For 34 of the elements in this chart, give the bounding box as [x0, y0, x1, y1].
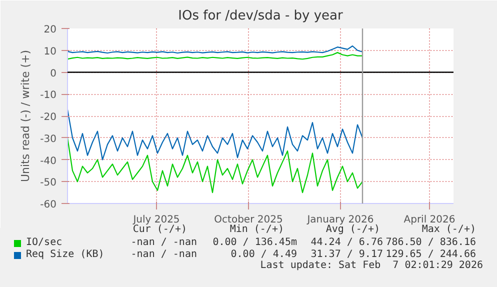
text: 0.00 / 4.49: [230, 249, 297, 260]
y-axis-title: Units read (-) / write (+): [19, 50, 32, 182]
text: -nan / -nan: [130, 249, 197, 261]
text: -nan / -nan: [130, 237, 197, 249]
y-tick-label: 0: [50, 68, 57, 80]
x-tick-label: January 2026: [306, 214, 374, 226]
text: 44.24 / 6.76: [310, 237, 383, 249]
y-tick-label: -50: [40, 178, 57, 189]
line-series: [68, 52, 364, 60]
line-series: [68, 45, 364, 54]
text: 31.37 / 9.17: [310, 249, 383, 260]
x-tick-label: April 2026: [404, 214, 456, 226]
text: Min (-/+): [230, 224, 284, 236]
x-tick-label: July 2025: [132, 214, 180, 226]
y-tick-label: -30: [40, 134, 57, 145]
text: 786.50 / 836.16: [386, 237, 476, 249]
text: 0.00 / 136.45m: [212, 237, 297, 249]
text: Req Size (KB): [26, 249, 104, 261]
y-tick-label: -10: [40, 90, 57, 102]
line-series: [68, 137, 364, 194]
text: Max (-/+): [422, 224, 476, 236]
text: Cur (-/+): [132, 224, 187, 236]
line-series: [68, 108, 364, 160]
x-tick-label: October 2025: [214, 214, 283, 226]
y-tick-label: 20: [44, 24, 57, 36]
chart-title: IOs for /dev/sda - by year: [178, 8, 344, 24]
y-tick-label: -40: [40, 156, 57, 167]
text: Avg (-/+): [326, 224, 380, 236]
y-tick-label: -60: [40, 200, 57, 210]
text: Last update: Sat Feb 7 02:01:29 2026: [260, 260, 483, 272]
y-tick-label: 10: [44, 46, 57, 58]
text: IO/sec: [26, 237, 62, 249]
y-tick-label: -20: [40, 112, 57, 123]
text: 129.65 / 244.66: [386, 249, 476, 260]
